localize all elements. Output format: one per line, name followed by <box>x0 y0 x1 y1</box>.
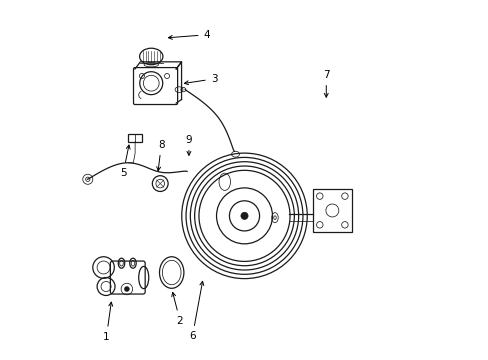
Text: 5: 5 <box>120 145 130 178</box>
Circle shape <box>241 212 247 220</box>
Text: 8: 8 <box>156 140 164 171</box>
Bar <box>128 134 142 141</box>
Text: 3: 3 <box>184 74 217 85</box>
Text: 6: 6 <box>189 282 203 341</box>
Text: 9: 9 <box>185 135 192 155</box>
Text: 7: 7 <box>322 70 329 97</box>
Circle shape <box>124 287 129 292</box>
Text: 4: 4 <box>168 30 210 40</box>
Text: 1: 1 <box>103 302 112 342</box>
Text: 2: 2 <box>171 292 183 325</box>
